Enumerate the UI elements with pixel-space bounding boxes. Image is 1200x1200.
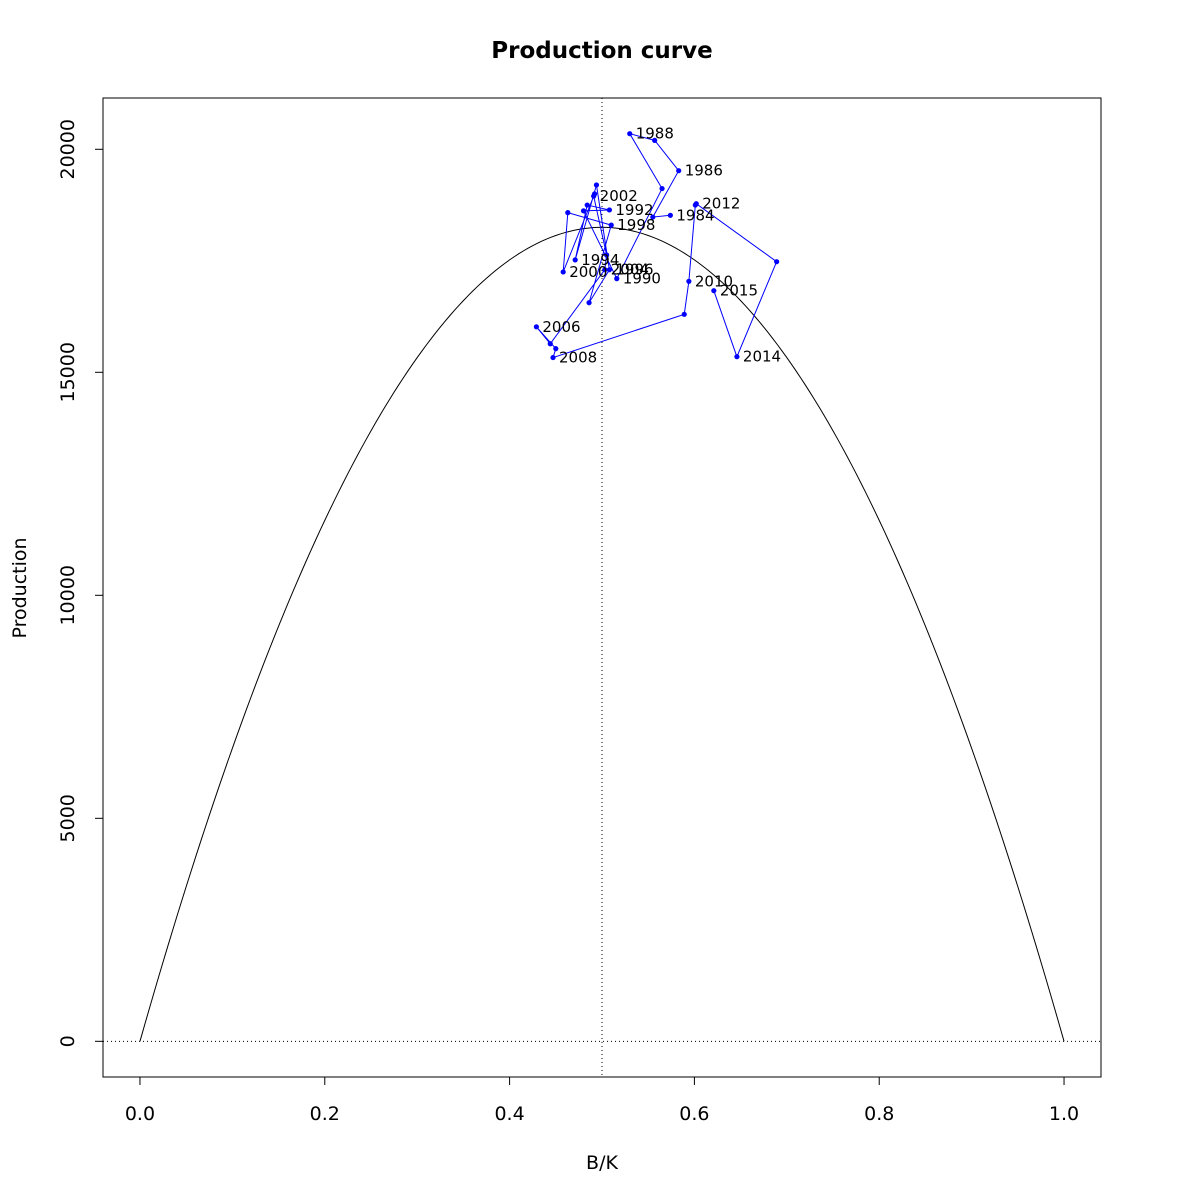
data-point [614, 276, 620, 282]
data-point [608, 222, 614, 228]
y-tick-label: 5000 [57, 794, 79, 842]
point-label: 2014 [743, 348, 781, 366]
x-tick-label: 0.2 [310, 1103, 340, 1125]
series-line [536, 132, 778, 359]
point-label: 2004 [611, 261, 649, 279]
data-point [593, 182, 600, 188]
data-point [650, 214, 656, 220]
data-point [565, 210, 571, 216]
x-tick-label: 1.0 [1049, 1103, 1079, 1125]
point-label: 2015 [720, 282, 758, 300]
data-point [734, 354, 740, 360]
x-tick-label: 0.4 [494, 1103, 524, 1125]
data-point [553, 346, 559, 352]
data-point [681, 311, 687, 317]
data-point [774, 259, 780, 265]
data-point [586, 300, 592, 306]
point-label: 2010 [695, 272, 733, 290]
data-point [711, 288, 717, 294]
data-point [591, 193, 597, 199]
data-point [693, 201, 699, 207]
y-tick-label: 0 [57, 1035, 79, 1047]
point-label: 1986 [685, 162, 723, 180]
y-tick-label: 20000 [57, 119, 79, 179]
data-point [580, 208, 587, 214]
data-point [560, 269, 566, 275]
point-label: 1990 [623, 270, 661, 288]
point-label: 2002 [600, 187, 638, 205]
data-point [686, 278, 692, 284]
point-label: 2000 [569, 263, 607, 281]
data-point [572, 257, 578, 263]
data-point [584, 202, 590, 208]
point-label: 1992 [615, 201, 653, 219]
data-point [604, 252, 610, 258]
data-point [652, 137, 658, 143]
y-tick-label: 15000 [57, 342, 79, 402]
data-point [606, 267, 612, 273]
point-label: 1994 [581, 251, 619, 269]
point-label: 1996 [615, 261, 653, 279]
point-label: 2008 [559, 349, 597, 367]
trajectory-series [533, 131, 780, 361]
production-curve-line [139, 226, 1065, 1042]
data-point [602, 267, 608, 273]
y-tick-label: 10000 [57, 565, 79, 625]
data-point [533, 324, 539, 330]
point-label: 1998 [617, 216, 655, 234]
data-point [606, 207, 612, 213]
x-axis-label: B/K [586, 1152, 618, 1174]
x-axis: 0.0 0.2 0.4 0.6 0.8 1.0 [125, 1077, 1079, 1125]
production-curve [139, 226, 1065, 1042]
plot-frame [102, 97, 1102, 1078]
y-axis: 0 5000 10000 15000 20000 [57, 119, 103, 1047]
data-point [627, 131, 633, 137]
data-point [676, 168, 682, 174]
chart-title: Production curve [491, 38, 712, 64]
x-tick-label: 0.8 [864, 1103, 894, 1125]
x-tick-label: 0.0 [125, 1103, 155, 1125]
data-point [667, 212, 673, 218]
y-axis-label: Production [9, 537, 31, 638]
x-tick-label: 0.6 [679, 1103, 709, 1125]
point-label: 2006 [542, 318, 580, 336]
point-label: 1988 [636, 125, 674, 143]
point-label: 2012 [702, 195, 740, 213]
data-point [550, 354, 556, 361]
data-point [659, 185, 665, 192]
point-label: 1984 [676, 206, 714, 224]
data-point [547, 341, 553, 347]
